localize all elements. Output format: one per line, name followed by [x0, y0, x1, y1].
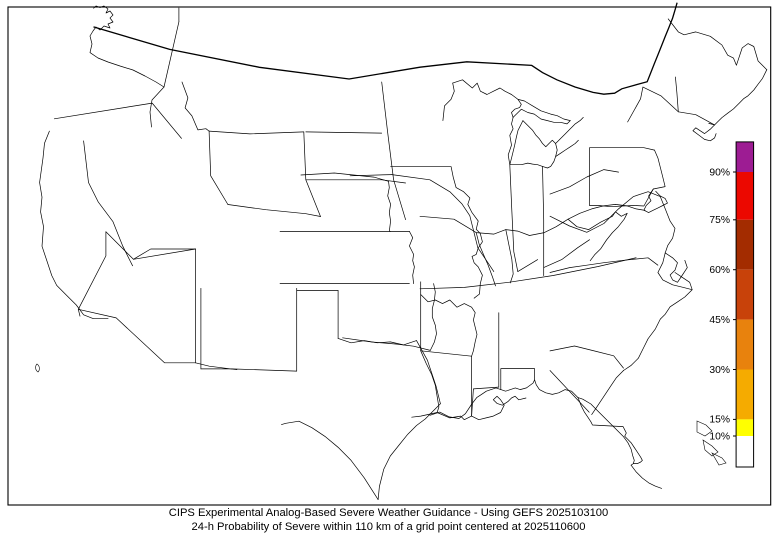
svg-text:75%: 75% [709, 215, 730, 226]
svg-text:60%: 60% [709, 265, 730, 276]
svg-text:15%: 15% [709, 415, 730, 426]
svg-text:45%: 45% [709, 315, 730, 326]
svg-text:30%: 30% [709, 365, 730, 376]
svg-text:10%: 10% [709, 431, 730, 442]
svg-text:90%: 90% [709, 167, 730, 178]
